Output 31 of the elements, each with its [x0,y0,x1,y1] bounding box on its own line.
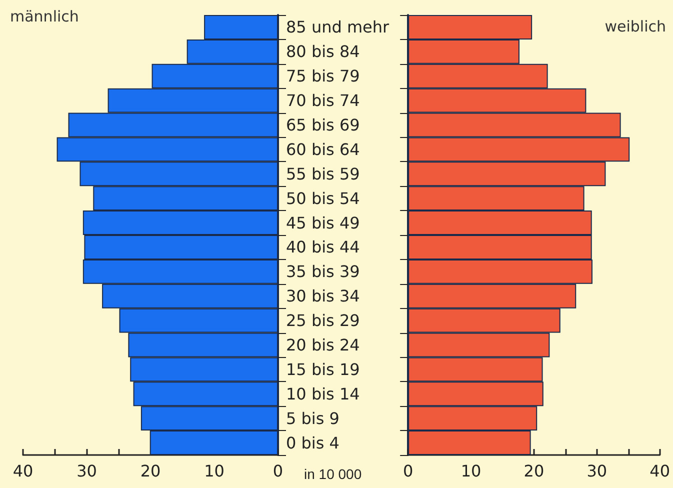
chart-title: männlich [10,8,79,26]
y-tick-label: 15 bis 19 [286,360,360,379]
x-tick-label: 20 [524,462,544,480]
x-tick-label: 40 [12,462,34,480]
y-tick-label: 45 bis 49 [286,213,360,232]
x-tick-label: 0 [272,462,284,480]
x-tick-label: 30 [586,462,608,480]
x-axis-title: in 10 000 [304,466,362,482]
y-tick-label: 70 bis 74 [286,91,360,110]
y-tick-label: 30 bis 34 [286,286,360,306]
x-tick-label: 40 [650,462,670,480]
y-tick-label: 50 bis 54 [286,188,360,208]
y-tick-label: 80 bis 84 [286,42,360,62]
y-tick-label: 85 und mehr [286,18,390,37]
y-tick-label: 60 bis 64 [286,140,360,159]
x-tick-label: 10 [460,462,482,480]
y-tick-label: 0 bis 4 [286,433,340,452]
y-tick-label: 5 bis 9 [286,408,340,428]
x-tick-label: 20 [140,462,161,480]
y-tick-label: 75 bis 79 [286,66,360,86]
x-tick-label: 0 [402,462,414,480]
y-tick-label: 25 bis 29 [286,311,360,330]
y-tick-label: 65 bis 69 [286,116,360,134]
x-tick-label: 30 [76,462,97,480]
y-tick-label: 55 bis 59 [286,164,360,184]
y-tick-label: 35 bis 39 [286,262,360,282]
x-tick-label: 10 [204,462,224,480]
y-tick-label: 20 bis 24 [286,336,360,354]
y-tick-label: 40 bis 44 [286,238,360,257]
chart-title: weiblich [604,18,666,36]
y-tick-label: 10 bis 14 [286,384,360,404]
